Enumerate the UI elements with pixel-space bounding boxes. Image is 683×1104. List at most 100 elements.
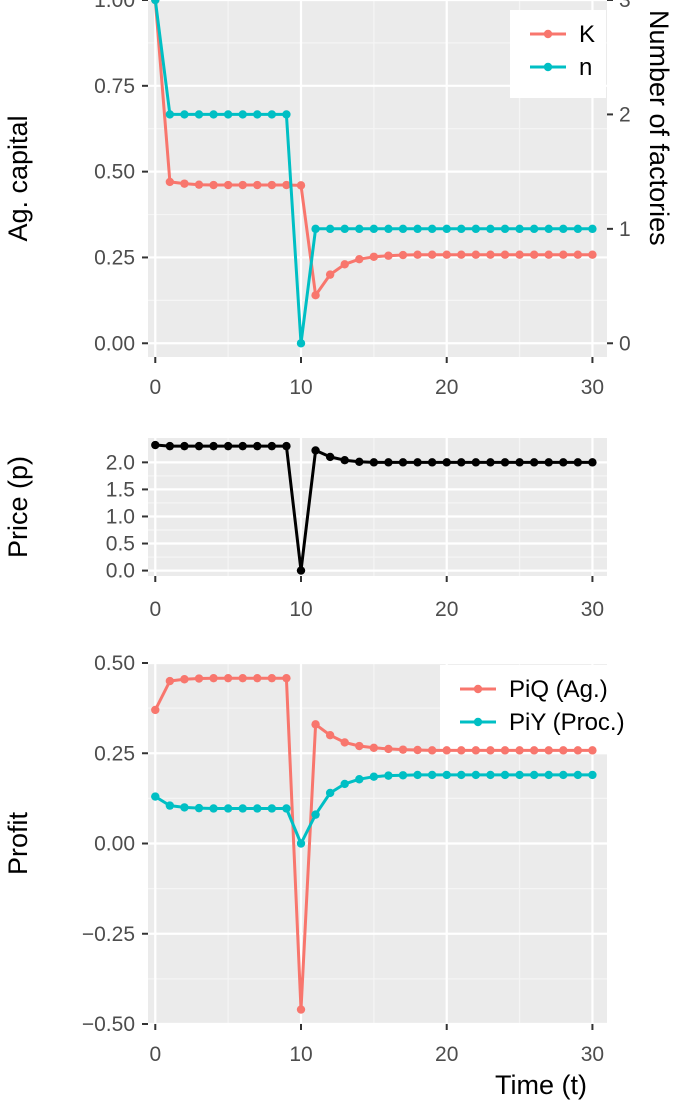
data-point <box>180 441 189 451</box>
data-point <box>442 746 451 755</box>
y-tick-label: 0.5 <box>106 533 135 556</box>
data-point <box>413 745 422 755</box>
legend-label: PiY (Proc.) <box>509 709 625 736</box>
data-point <box>384 744 393 754</box>
data-point <box>151 0 160 5</box>
y-axis-title: Price (p) <box>3 456 33 558</box>
data-point <box>486 458 495 467</box>
data-point <box>238 673 247 683</box>
x-tick-label: 30 <box>581 376 604 399</box>
data-point <box>282 441 291 451</box>
data-point <box>457 746 466 755</box>
data-point <box>544 770 553 780</box>
y2-tick-label: 2 <box>619 103 631 126</box>
data-point <box>325 788 335 798</box>
data-point <box>180 803 189 812</box>
data-point <box>384 251 393 260</box>
data-point <box>238 180 247 190</box>
y-axis-title: Ag. capital <box>3 115 33 241</box>
data-point <box>573 250 583 259</box>
data-point <box>471 224 481 234</box>
x-tick-label: 10 <box>289 1043 312 1066</box>
y-tick-label: 1.5 <box>106 478 135 501</box>
data-point <box>267 804 277 813</box>
data-point <box>282 110 291 119</box>
data-point <box>325 270 335 279</box>
data-point <box>427 746 437 755</box>
data-point <box>500 458 510 467</box>
data-point <box>325 731 335 740</box>
y-tick-label: 0.50 <box>94 161 135 184</box>
data-point <box>194 180 204 189</box>
data-point <box>223 441 233 451</box>
data-point <box>194 674 204 683</box>
data-point <box>486 770 495 780</box>
data-point <box>355 254 364 264</box>
data-point <box>238 804 247 813</box>
data-point <box>588 746 597 755</box>
data-point <box>427 458 437 467</box>
data-point <box>355 741 364 751</box>
data-point <box>398 250 408 260</box>
data-point <box>486 746 495 755</box>
data-point <box>340 260 349 269</box>
legend-key-point <box>543 29 553 39</box>
y-tick-label: 1.00 <box>94 0 135 12</box>
data-point <box>529 746 539 755</box>
data-point <box>311 810 320 819</box>
y-tick-label: 0.25 <box>94 246 135 269</box>
y-tick-label: 0.00 <box>94 332 135 355</box>
data-point <box>515 746 524 755</box>
data-point <box>296 566 306 575</box>
x-tick-label: 20 <box>435 598 458 621</box>
data-point <box>500 746 510 755</box>
data-point <box>296 181 306 190</box>
data-point <box>151 705 160 715</box>
data-point <box>573 458 583 467</box>
data-point <box>325 452 335 462</box>
data-point <box>471 746 481 755</box>
data-point <box>500 250 510 259</box>
data-point <box>515 458 524 467</box>
data-point <box>457 770 466 780</box>
data-point <box>369 224 379 234</box>
data-point <box>427 224 437 234</box>
data-point <box>413 250 422 259</box>
x-tick-label: 30 <box>581 1043 604 1066</box>
data-point <box>588 224 597 234</box>
data-point <box>282 673 291 683</box>
data-point <box>340 455 349 465</box>
panel-background <box>148 438 607 576</box>
data-point <box>515 250 524 259</box>
data-point <box>296 1005 306 1014</box>
legend-box <box>510 10 606 98</box>
y2-axis-title: Number of factories <box>644 10 674 246</box>
data-point <box>588 250 597 259</box>
data-point <box>413 458 422 467</box>
data-point <box>340 779 349 789</box>
data-point <box>340 738 349 747</box>
data-point <box>471 250 481 259</box>
data-point <box>442 770 451 780</box>
data-point <box>151 792 160 801</box>
data-point <box>253 441 262 451</box>
data-point <box>253 180 262 190</box>
data-point <box>500 770 510 780</box>
data-point <box>165 676 175 686</box>
data-point <box>369 458 379 467</box>
data-point <box>544 458 553 467</box>
y-tick-label: 0.0 <box>106 560 135 583</box>
data-point <box>253 804 262 813</box>
x-tick-label: 30 <box>581 598 604 621</box>
data-point <box>209 804 218 813</box>
data-point <box>573 746 583 755</box>
data-point <box>559 770 568 780</box>
data-point <box>311 446 320 455</box>
data-point <box>311 224 320 234</box>
data-point <box>369 252 379 261</box>
data-point <box>457 224 466 234</box>
y2-tick-label: 1 <box>619 218 631 241</box>
data-point <box>457 458 466 467</box>
data-point <box>413 224 422 234</box>
data-point <box>559 458 568 467</box>
